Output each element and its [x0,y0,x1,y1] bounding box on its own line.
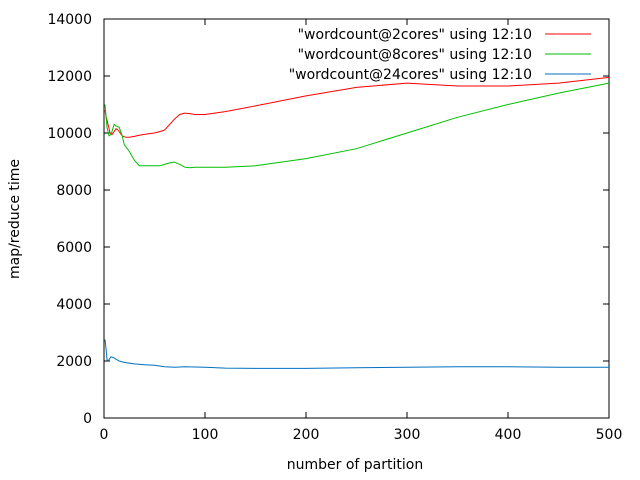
y-tick-label: 12000 [47,69,92,85]
x-tick-label: 200 [293,427,320,443]
y-tick-label: 2000 [56,354,92,370]
legend-label-1: "wordcount@8cores" using 12:10 [298,47,532,63]
axes: 0 100 200 300 400 500 0 2000 4000 6000 8000 10000 12… [47,12,622,443]
plot-series [104,76,610,369]
y-tick-label: 0 [83,411,92,427]
y-tick-label: 6000 [56,240,92,256]
legend-label-0: "wordcount@2cores" using 12:10 [298,27,532,43]
legend-label-2: "wordcount@24cores" using 12:10 [289,67,532,83]
x-tick-label: 500 [596,427,623,443]
y-tick-label: 8000 [56,183,92,199]
series-line-2 [104,339,609,369]
x-tick-label: 0 [100,427,109,443]
x-axis-label: number of partition [287,457,423,473]
y-tick-label: 4000 [56,297,92,313]
y-axis-label: map/reduce time [7,159,23,279]
series-line-1 [104,82,610,169]
x-tick-label: 100 [192,427,219,443]
plot-frame [103,18,610,419]
y-tick-label: 14000 [47,12,92,28]
legend: "wordcount@2cores" using 12:10 "wordcount… [289,27,591,83]
y-tick-label: 10000 [47,126,92,142]
x-tick-label: 400 [495,427,522,443]
series-line-0 [104,76,610,138]
x-tick-label: 300 [394,427,421,443]
